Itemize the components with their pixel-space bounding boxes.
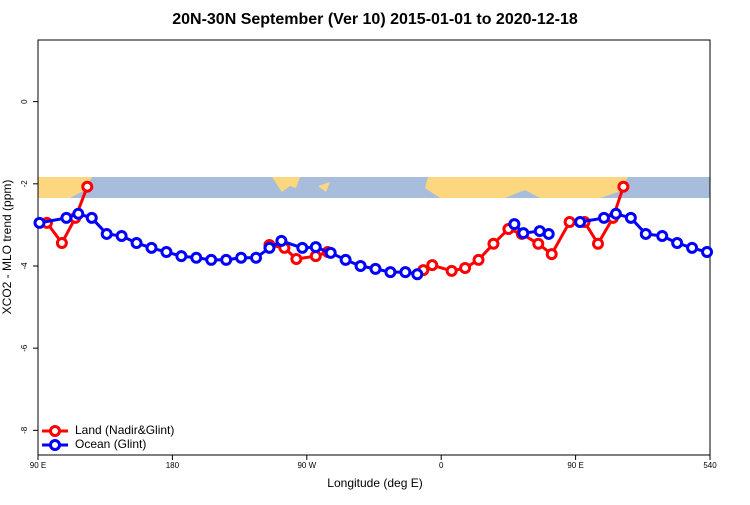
x-tick-label: 180	[166, 461, 180, 470]
legend-label: Ocean (Glint)	[75, 437, 146, 451]
y-axis-label: XCO2 - MLO trend (ppm)	[0, 180, 14, 315]
data-point	[609, 207, 622, 220]
data-point	[100, 227, 113, 240]
x-tick-label: 90 E	[30, 461, 46, 470]
x-tick-label: 90 W	[297, 461, 316, 470]
y-tick-label: -8	[20, 426, 29, 434]
data-point	[545, 248, 558, 261]
y-tick-label: -2	[20, 180, 29, 188]
data-point	[145, 241, 158, 254]
land-patch	[318, 182, 330, 192]
data-point	[517, 227, 530, 240]
land-patch	[272, 177, 300, 192]
data-point	[115, 229, 128, 242]
data-point	[656, 229, 669, 242]
data-point	[309, 241, 322, 254]
land-patch	[38, 177, 92, 198]
data-point	[508, 218, 521, 231]
data-point	[324, 246, 337, 259]
data-point	[399, 266, 412, 279]
data-point	[532, 237, 545, 250]
data-point	[617, 180, 630, 193]
data-point	[263, 241, 276, 254]
data-point	[426, 259, 439, 272]
data-point	[701, 246, 714, 259]
x-tick-label: 540	[703, 461, 717, 470]
data-point	[160, 246, 173, 259]
data-point	[354, 259, 367, 272]
y-tick-label: 0	[20, 99, 29, 104]
data-point	[190, 251, 203, 264]
data-point	[542, 227, 555, 240]
legend-marker	[49, 439, 61, 451]
x-tick-label: 90 E	[567, 461, 583, 470]
data-point	[411, 268, 424, 281]
y-tick-label: -6	[20, 344, 29, 352]
data-point	[72, 207, 85, 220]
data-point	[235, 251, 248, 264]
data-point	[597, 211, 610, 224]
data-point	[290, 253, 303, 266]
land-patch	[425, 177, 628, 198]
data-point	[686, 241, 699, 254]
data-point	[339, 253, 352, 266]
data-point	[250, 251, 263, 264]
data-point	[369, 262, 382, 275]
data-point	[639, 227, 652, 240]
data-point	[220, 253, 233, 266]
data-point	[296, 241, 309, 254]
y-tick-label: -4	[20, 262, 29, 270]
data-point	[487, 237, 500, 250]
data-point	[60, 211, 73, 224]
map-strip	[38, 177, 710, 198]
data-point	[275, 234, 288, 247]
data-point	[81, 180, 94, 193]
data-point	[592, 237, 604, 250]
x-tick-label: 0	[439, 461, 444, 470]
data-point	[563, 216, 576, 229]
data-point	[624, 211, 637, 224]
legend-marker	[49, 425, 61, 437]
data-point	[459, 262, 472, 275]
x-axis-label: Longitude (deg E)	[327, 476, 422, 490]
data-point	[33, 216, 46, 229]
data-point	[574, 216, 587, 229]
data-point	[85, 211, 98, 224]
data-point	[55, 236, 68, 249]
data-point	[205, 253, 218, 266]
data-point	[671, 236, 684, 249]
legend-label: Land (Nadir&Glint)	[75, 423, 174, 437]
data-point	[445, 264, 458, 277]
data-point	[175, 250, 188, 263]
data-point	[384, 266, 397, 279]
chart-title: 20N-30N September (Ver 10) 2015-01-01 to…	[172, 11, 578, 28]
data-point	[130, 236, 143, 249]
data-point	[472, 253, 485, 266]
